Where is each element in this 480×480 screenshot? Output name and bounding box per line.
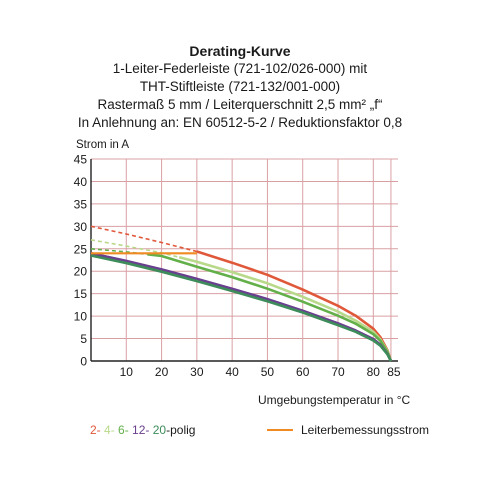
chart-subtitle-3: Rastermaß 5 mm / Leiterquerschnitt 2,5 m… (97, 97, 383, 112)
legend-pole-2: 2- (90, 423, 101, 437)
y-tick-label: 5 (80, 332, 87, 346)
legend-rated-label: Leiterbemessungsstrom (301, 423, 430, 437)
y-tick-label: 0 (80, 355, 87, 369)
legend-pole-6: 6- (118, 423, 129, 437)
y-tick-label: 10 (74, 310, 88, 324)
y-tick-label: 40 (74, 175, 88, 189)
legend-poles: 2- 4- 6- 12- 20-polig (90, 423, 195, 437)
y-tick-label: 15 (74, 287, 88, 301)
chart-titles: Derating-Kurve 1-Leiter-Federleiste (721… (0, 42, 480, 132)
y-axis-label: Strom in A (76, 139, 130, 151)
legend-pole-20: 20 (152, 423, 167, 437)
y-tick-label: 20 (74, 265, 88, 279)
legend-rated-swatch (267, 429, 293, 431)
legend-poles-suffix: -polig (166, 423, 196, 437)
x-tick-label: 50 (261, 365, 275, 379)
x-tick-label: 30 (190, 365, 204, 379)
chart-subtitle-2: THT-Stiftleiste (721-132/001-000) (139, 79, 341, 94)
x-tick-label: 40 (225, 365, 239, 379)
y-tick-label: 35 (74, 197, 88, 211)
series-line (90, 254, 393, 362)
x-tick-label: 10 (120, 365, 134, 379)
chart-subtitle-1: 1-Leiter-Federleiste (721-102/026-000) m… (112, 61, 368, 76)
legend-rated-current: Leiterbemessungsstrom (267, 423, 429, 437)
chart-title: Derating-Kurve (189, 43, 291, 59)
legend-pole-12: 12- (132, 423, 150, 437)
y-tick-label: 25 (74, 242, 88, 256)
x-tick-label: 60 (296, 365, 310, 379)
x-tick-label: 70 (331, 365, 345, 379)
x-axis-label: Umgebungstemperatur in °C (258, 393, 411, 407)
y-tick-label: 45 (74, 153, 88, 167)
series-line (147, 253, 393, 362)
series-line-dashed (90, 239, 180, 259)
x-tick-label: 20 (155, 365, 169, 379)
chart-subtitle-4: In Anlehnung an: EN 60512-5-2 / Reduktio… (77, 115, 403, 130)
x-tick-label: 80 (367, 365, 381, 379)
y-tick-label: 30 (74, 220, 88, 234)
legend-pole-4: 4- (104, 423, 115, 437)
x-tick-label: 85 (387, 365, 401, 379)
